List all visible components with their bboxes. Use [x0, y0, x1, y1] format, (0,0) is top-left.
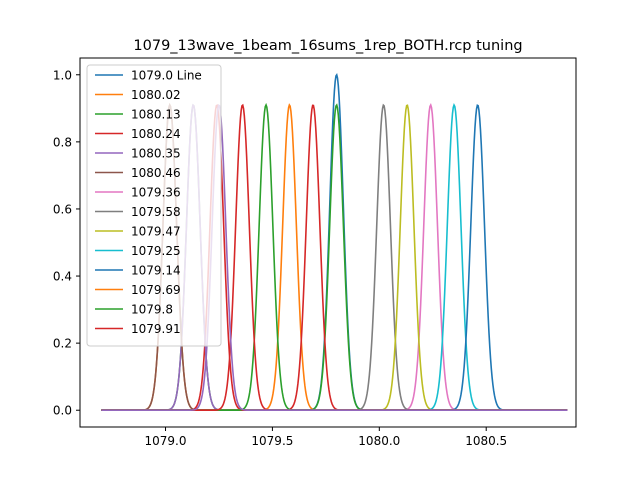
legend-entry: 1079.69: [131, 283, 181, 297]
legend-entry: 1080.24: [131, 127, 181, 141]
plot-frame: [79, 57, 577, 428]
legend-box: [86, 64, 222, 347]
y-tick-label: 0.6: [53, 202, 72, 216]
legend-entry: 1079.25: [131, 244, 181, 258]
y-tick-label: 0.2: [53, 337, 72, 351]
legend-entry: 1079.0 Line: [131, 69, 202, 83]
legend-entry: 1079.36: [131, 186, 181, 200]
legend-entry: 1079.91: [131, 322, 181, 336]
y-tick-label: 0.4: [53, 270, 72, 284]
legend-entry: 1079.8: [131, 303, 173, 317]
plot-lines: [101, 73, 568, 412]
legend: 1079.0 Line 1080.02 1080.13 1080.24 1080.35 1…: [86, 64, 222, 347]
legend-entry: 1079.47: [131, 225, 181, 239]
legend-entry: 1079.58: [131, 205, 181, 219]
legend-entry: 1080.02: [131, 88, 181, 102]
x-tick-label: 1080.0: [358, 434, 400, 448]
x-axis-ticks: 1079.0 1079.5 1080.0 1080.5: [145, 427, 507, 448]
y-tick-label: 0.0: [53, 404, 72, 418]
x-tick-label: 1079.5: [251, 434, 293, 448]
x-tick-label: 1080.5: [465, 434, 507, 448]
chart-title: 1079_13wave_1beam_16sums_1rep_BOTH.rcp t…: [133, 38, 522, 54]
legend-entry: 1080.13: [131, 108, 181, 122]
legend-entry: 1080.46: [131, 166, 181, 180]
legend-entry: 1079.14: [131, 264, 181, 278]
legend-entry: 1080.35: [131, 147, 181, 161]
x-tick-label: 1079.0: [145, 434, 187, 448]
y-axis-ticks: 0.0 0.2 0.4 0.6 0.8 1.0: [53, 68, 80, 418]
y-tick-label: 0.8: [53, 135, 72, 149]
y-tick-label: 1.0: [53, 68, 72, 82]
series-line-17: [101, 103, 568, 412]
